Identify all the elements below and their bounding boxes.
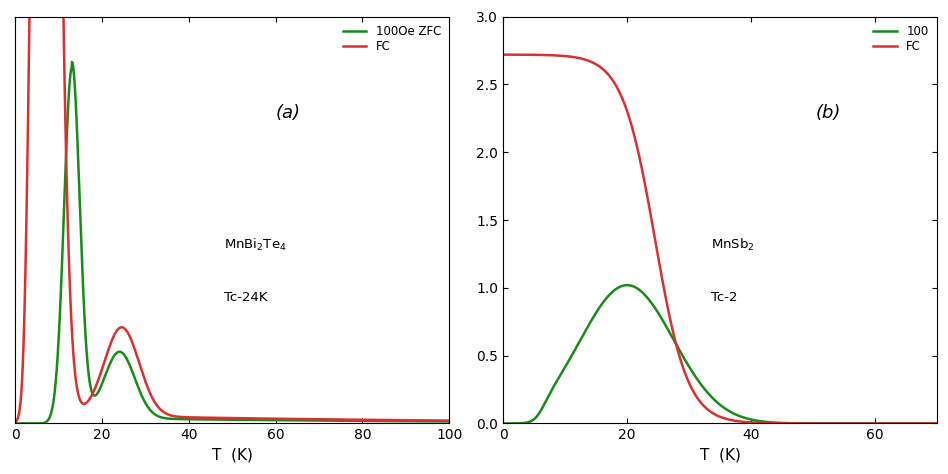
100 bbox=[621, 283, 632, 288]
100 bbox=[876, 420, 887, 426]
FC bbox=[573, 55, 584, 61]
FC bbox=[389, 417, 400, 423]
100 bbox=[922, 420, 934, 426]
FC bbox=[444, 418, 455, 423]
100Oe ZFC bbox=[195, 417, 207, 422]
Line: 100Oe ZFC: 100Oe ZFC bbox=[15, 62, 449, 423]
Legend: 100Oe ZFC, FC: 100Oe ZFC, FC bbox=[340, 22, 444, 55]
Line: FC: FC bbox=[15, 0, 449, 423]
FC bbox=[435, 418, 447, 423]
100 bbox=[547, 385, 558, 391]
100Oe ZFC bbox=[389, 418, 400, 424]
100 bbox=[573, 341, 584, 346]
100 bbox=[498, 420, 509, 426]
100 bbox=[931, 420, 942, 426]
Text: Tc-24K: Tc-24K bbox=[224, 292, 267, 304]
100Oe ZFC bbox=[444, 419, 455, 424]
FC bbox=[922, 420, 934, 426]
100Oe ZFC bbox=[66, 59, 78, 65]
FC bbox=[9, 420, 21, 426]
X-axis label: T  (K): T (K) bbox=[700, 448, 740, 463]
100Oe ZFC bbox=[85, 385, 97, 391]
FC bbox=[498, 52, 509, 57]
Text: MnSb$_2$: MnSb$_2$ bbox=[711, 237, 755, 253]
FC bbox=[876, 420, 887, 426]
Line: 100: 100 bbox=[503, 285, 937, 423]
FC bbox=[195, 415, 207, 420]
100Oe ZFC bbox=[176, 416, 188, 422]
100Oe ZFC bbox=[435, 419, 447, 424]
Text: (b): (b) bbox=[815, 104, 841, 122]
FC bbox=[931, 420, 942, 426]
Text: Tc-2: Tc-2 bbox=[711, 292, 738, 304]
FC bbox=[176, 414, 188, 420]
X-axis label: T  (K): T (K) bbox=[212, 448, 253, 463]
FC bbox=[664, 313, 675, 319]
FC bbox=[60, 105, 71, 111]
FC bbox=[547, 53, 558, 58]
Text: (a): (a) bbox=[276, 104, 301, 122]
100Oe ZFC bbox=[9, 420, 21, 426]
FC bbox=[683, 378, 694, 384]
Text: MnBi$_2$Te$_4$: MnBi$_2$Te$_4$ bbox=[224, 237, 286, 253]
100 bbox=[664, 329, 675, 335]
FC bbox=[85, 394, 97, 400]
Line: FC: FC bbox=[503, 55, 937, 423]
100Oe ZFC bbox=[60, 181, 71, 187]
Legend: 100, FC: 100, FC bbox=[871, 22, 931, 55]
100 bbox=[683, 363, 694, 368]
